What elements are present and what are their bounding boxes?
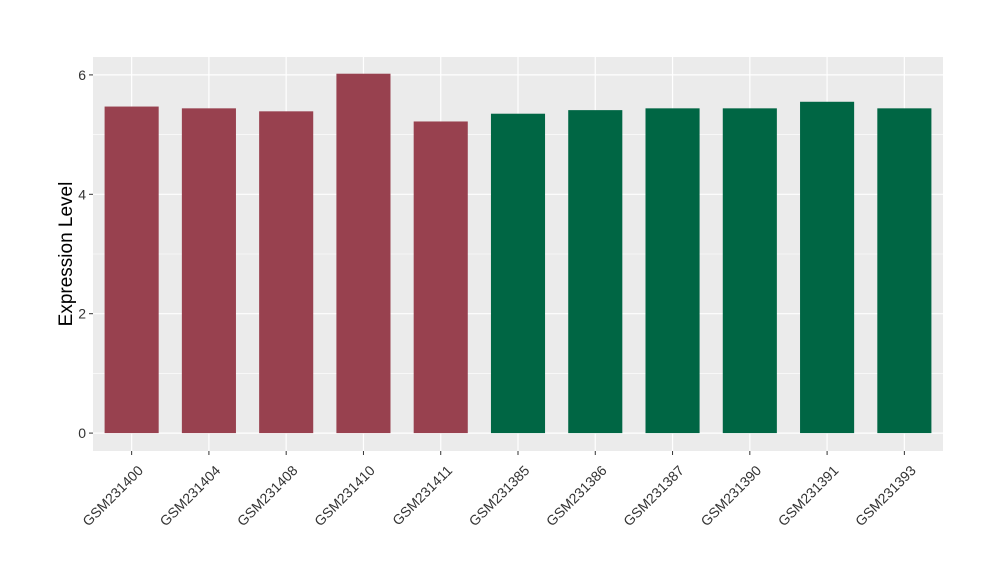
bar <box>413 121 468 434</box>
bar <box>722 108 777 434</box>
x-axis: GSM231400 GSM231404 GSM231408 GSM231410 GSM2… <box>79 451 919 529</box>
bar <box>645 108 700 434</box>
x-tick-label: GSM231390 <box>697 462 764 529</box>
y-axis: 0 2 4 6 <box>78 67 93 441</box>
y-axis-label: Expression Level <box>56 182 77 327</box>
y-tick-label: 6 <box>78 67 86 83</box>
bar <box>336 73 391 434</box>
x-tick-label: GSM231385 <box>466 462 533 529</box>
y-tick-label: 4 <box>78 186 86 202</box>
bar <box>568 110 623 434</box>
bars <box>104 73 932 434</box>
bar <box>259 111 314 434</box>
x-tick-label: GSM231404 <box>156 462 223 529</box>
x-tick-label: GSM231393 <box>852 462 919 529</box>
x-tick-label: GSM231400 <box>79 462 146 529</box>
x-tick-label: GSM231408 <box>234 462 301 529</box>
bar <box>104 106 159 434</box>
x-tick-label: GSM231387 <box>620 462 687 529</box>
bar <box>490 113 546 434</box>
bar <box>181 108 236 434</box>
x-tick-label: GSM231386 <box>543 462 610 529</box>
x-tick-label: GSM231391 <box>775 462 842 529</box>
bar <box>800 101 855 434</box>
x-tick-label: GSM231410 <box>311 462 378 529</box>
y-tick-label: 0 <box>78 425 86 441</box>
bar <box>877 108 932 434</box>
x-tick-label: GSM231411 <box>389 462 455 528</box>
y-tick-label: 2 <box>78 306 86 322</box>
